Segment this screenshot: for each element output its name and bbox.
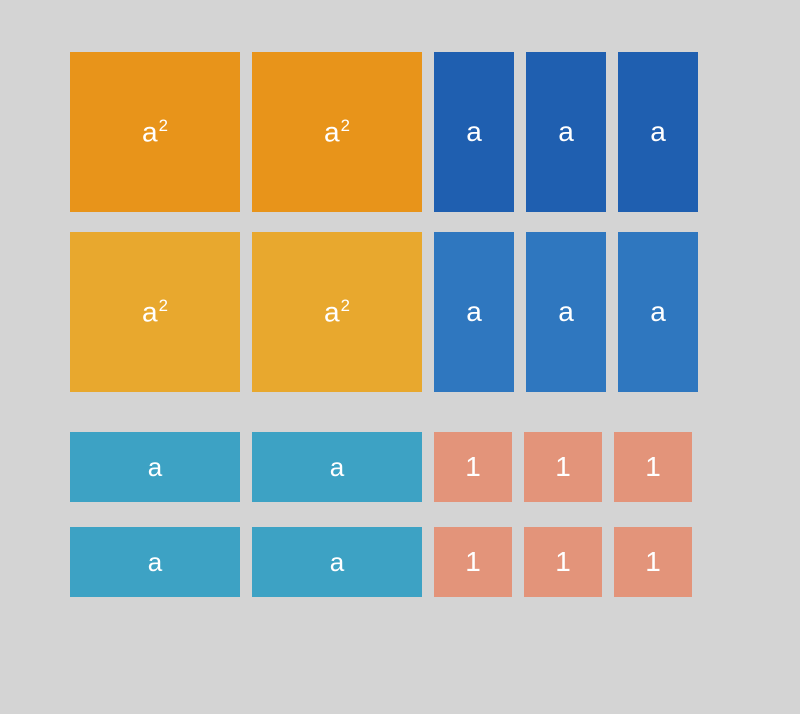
tile-label: a2 <box>324 296 350 328</box>
tile-unit_square: 1 <box>434 432 512 502</box>
tile-label: 1 <box>645 451 661 483</box>
tile-label: a <box>148 547 162 578</box>
tile-wide_rect: a <box>252 527 422 597</box>
tile-label: a <box>558 296 574 328</box>
tile-unit_square: 1 <box>614 432 692 502</box>
tile-wide_rect: a <box>70 527 240 597</box>
tile-label: 1 <box>555 546 571 578</box>
tile-label: a <box>558 116 574 148</box>
tile-tall_rect: a <box>618 52 698 212</box>
tile-big_square: a2 <box>70 232 240 392</box>
tile-big_square: a2 <box>252 232 422 392</box>
tile-label: a2 <box>142 116 168 148</box>
tile-label: a <box>330 547 344 578</box>
tile-label: a <box>148 452 162 483</box>
tile-label: 1 <box>645 546 661 578</box>
tile-unit_square: 1 <box>434 527 512 597</box>
tile-big_square: a2 <box>70 52 240 212</box>
tile-tall_rect: a <box>434 232 514 392</box>
tile-label: 1 <box>465 451 481 483</box>
tile-label: a <box>330 452 344 483</box>
tile-tall_rect: a <box>526 52 606 212</box>
tile-label: a2 <box>142 296 168 328</box>
tile-tall_rect: a <box>618 232 698 392</box>
tile-big_square: a2 <box>252 52 422 212</box>
tile-label: a <box>650 296 666 328</box>
algebra-tiles-diagram: a2 a2 a a a a2 a2 a a a a a 1 1 1 a a 1 1 1 <box>40 37 760 677</box>
tile-unit_square: 1 <box>524 527 602 597</box>
tile-label: a2 <box>324 116 350 148</box>
tile-unit_square: 1 <box>524 432 602 502</box>
tile-label: a <box>466 296 482 328</box>
tile-wide_rect: a <box>70 432 240 502</box>
tile-wide_rect: a <box>252 432 422 502</box>
tile-label: 1 <box>465 546 481 578</box>
tile-label: a <box>466 116 482 148</box>
tile-tall_rect: a <box>434 52 514 212</box>
tile-unit_square: 1 <box>614 527 692 597</box>
tile-tall_rect: a <box>526 232 606 392</box>
tile-label: 1 <box>555 451 571 483</box>
tile-label: a <box>650 116 666 148</box>
